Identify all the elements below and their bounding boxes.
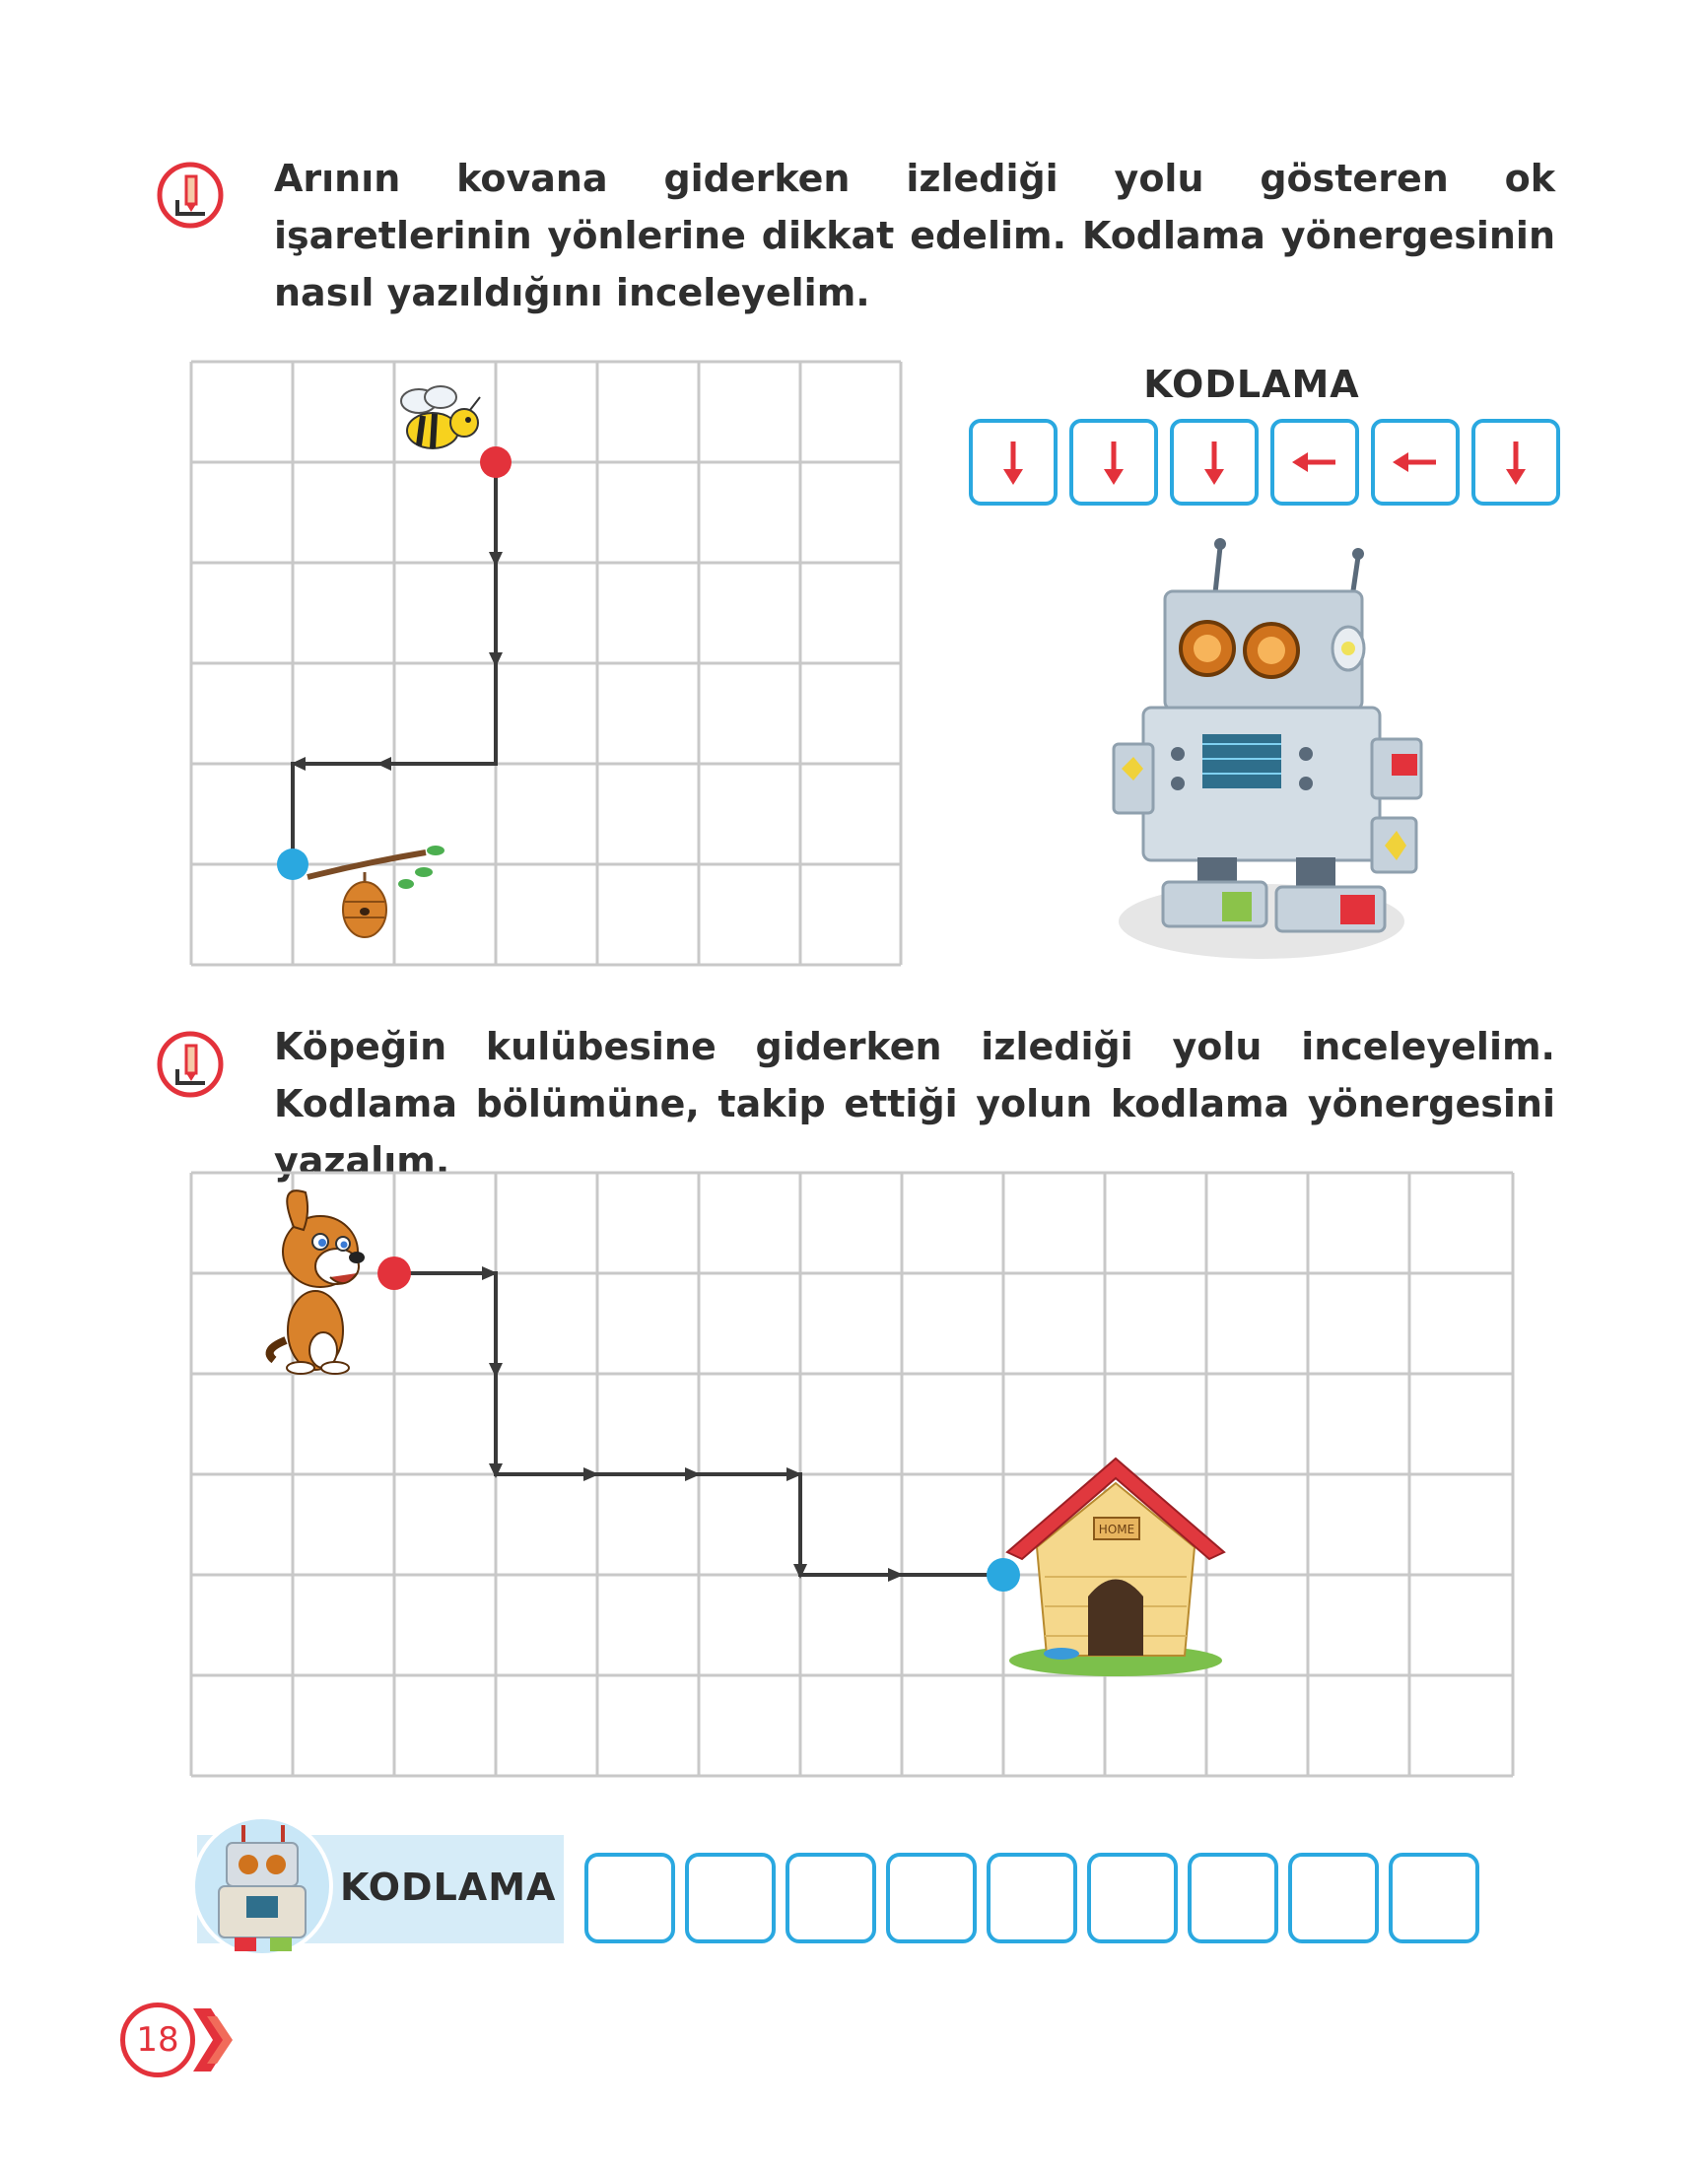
answer-box[interactable]: [886, 1853, 977, 1943]
coding-arrow-box-left: [1270, 419, 1359, 506]
doghouse-sign: HOME: [1099, 1523, 1134, 1536]
answer-box[interactable]: [584, 1853, 675, 1943]
coding-arrow-box-down: [1471, 419, 1560, 506]
answer-box[interactable]: [1389, 1853, 1479, 1943]
arrow-down-icon: [1204, 441, 1224, 485]
answer-box[interactable]: [1288, 1853, 1379, 1943]
bee-icon: [400, 385, 481, 449]
dog-icon: [265, 1189, 365, 1375]
answer-box[interactable]: [1188, 1853, 1278, 1943]
dog-path: [394, 1271, 1003, 1577]
coding-arrow-box-down: [1069, 419, 1158, 506]
arrow-down-icon: [1003, 441, 1023, 485]
coding-arrow-box-down: [969, 419, 1058, 506]
robot-icon: [1112, 538, 1423, 959]
dog-path-arrowheads: [482, 1266, 1005, 1582]
bee-grid: [189, 360, 903, 967]
coding-arrow-box-down: [1170, 419, 1259, 506]
bee-path: [291, 462, 498, 864]
arrow-left-icon: [1393, 452, 1436, 472]
task-1-instruction: Arının kovana giderken izlediği yolu gös…: [274, 157, 1555, 314]
bee-start-dot: [480, 446, 512, 478]
dog-start-dot: [377, 1256, 411, 1290]
task-2-instruction: Köpeğin kulübesine giderken izlediği yol…: [274, 1025, 1555, 1183]
page-chevron-icon: [193, 2008, 233, 2071]
answer-box[interactable]: [1087, 1853, 1178, 1943]
answer-box[interactable]: [685, 1853, 776, 1943]
arrow-down-icon: [1506, 441, 1526, 485]
arrow-down-icon: [1104, 441, 1124, 485]
coding-label: KODLAMA: [340, 1866, 557, 1909]
coding-arrow-box-left: [1371, 419, 1460, 506]
dog-grid: HOME: [189, 1171, 1515, 1778]
dog-end-dot: [987, 1558, 1020, 1592]
bee-end-dot: [277, 849, 308, 880]
doghouse-icon: HOME: [1005, 1457, 1226, 1676]
pencil-task-icon-1: [156, 161, 225, 230]
robot-badge-icon: [189, 1813, 335, 1959]
answer-box[interactable]: [987, 1853, 1077, 1943]
pencil-task-icon-2: [156, 1030, 225, 1099]
coding-title: KODLAMA: [1143, 363, 1360, 406]
arrow-left-icon: [1292, 452, 1335, 472]
page-number: 18: [120, 2003, 195, 2077]
beehive-icon: [307, 846, 444, 938]
answer-box[interactable]: [786, 1853, 876, 1943]
